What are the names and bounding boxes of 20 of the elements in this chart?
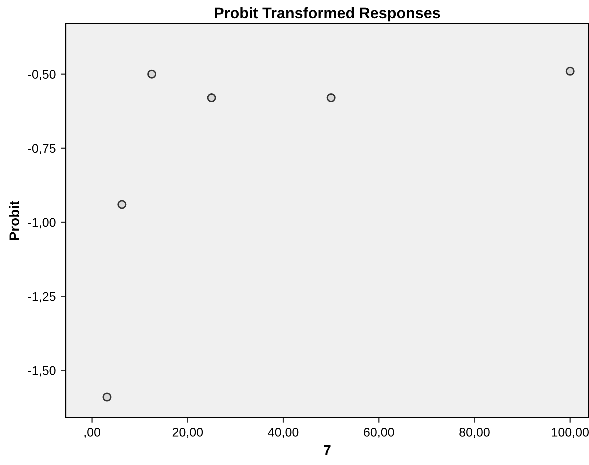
x-tick-label: ,00 [84, 428, 100, 438]
y-tick-label: -1,25 [28, 292, 56, 303]
chart-title: Probit Transformed Responses [215, 7, 440, 22]
x-axis-title: 7 [324, 445, 331, 455]
point [207, 94, 216, 103]
y-axis-title: Probit [9, 201, 20, 240]
x-tick-label: 40,00 [268, 428, 299, 438]
point [102, 392, 112, 402]
y-tick-label: -1,50 [28, 366, 56, 377]
point [148, 70, 157, 79]
point [566, 66, 575, 76]
y-tick-label: -0,50 [28, 70, 56, 80]
x-tick-label: 80,00 [460, 428, 490, 438]
x-tick-label: 100,00 [552, 428, 589, 438]
x-tick-label: 20,00 [172, 428, 204, 438]
point [118, 200, 127, 210]
point [326, 94, 336, 103]
x-tick-label: 60,00 [364, 428, 394, 438]
y-tick-label: -0,75 [28, 144, 56, 155]
y-tick-label: -1,00 [28, 218, 56, 229]
